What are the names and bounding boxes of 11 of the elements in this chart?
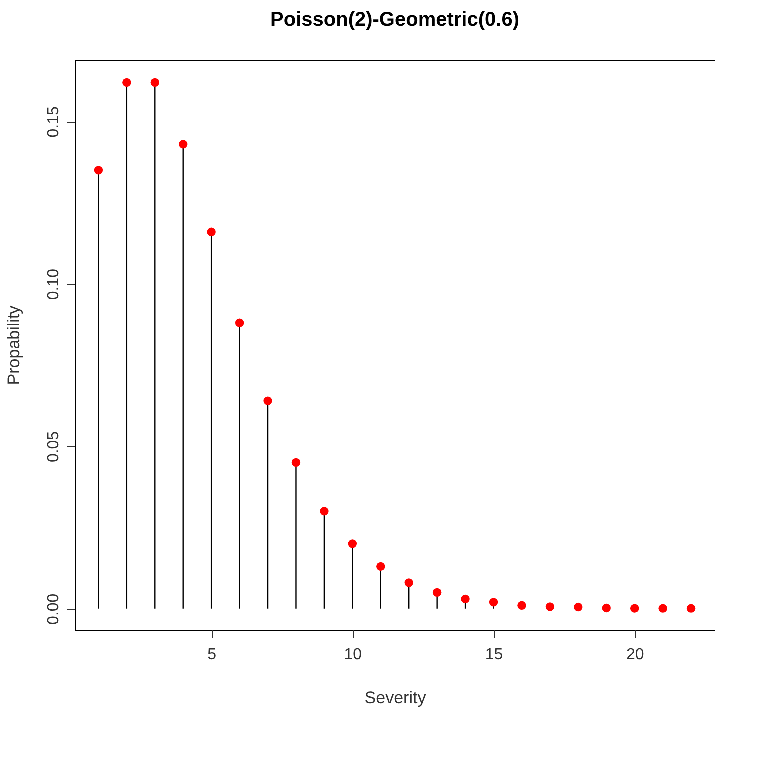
x-tick-label: 5 xyxy=(208,646,217,664)
y-tick-label: 0.05 xyxy=(46,431,62,463)
x-tick-label: 15 xyxy=(485,646,504,664)
x-tick-label: 10 xyxy=(344,646,362,664)
y-tick-label: 0.00 xyxy=(46,594,62,625)
chart-title: Poisson(2)-Geometric(0.6) xyxy=(270,9,520,31)
x-axis-title: Severity xyxy=(364,688,427,708)
x-tick-label: 20 xyxy=(626,646,644,664)
y-axis-title: Propability xyxy=(4,305,24,386)
y-tick-label: 0.15 xyxy=(46,106,62,138)
y-tick-label: 0.10 xyxy=(46,268,62,300)
